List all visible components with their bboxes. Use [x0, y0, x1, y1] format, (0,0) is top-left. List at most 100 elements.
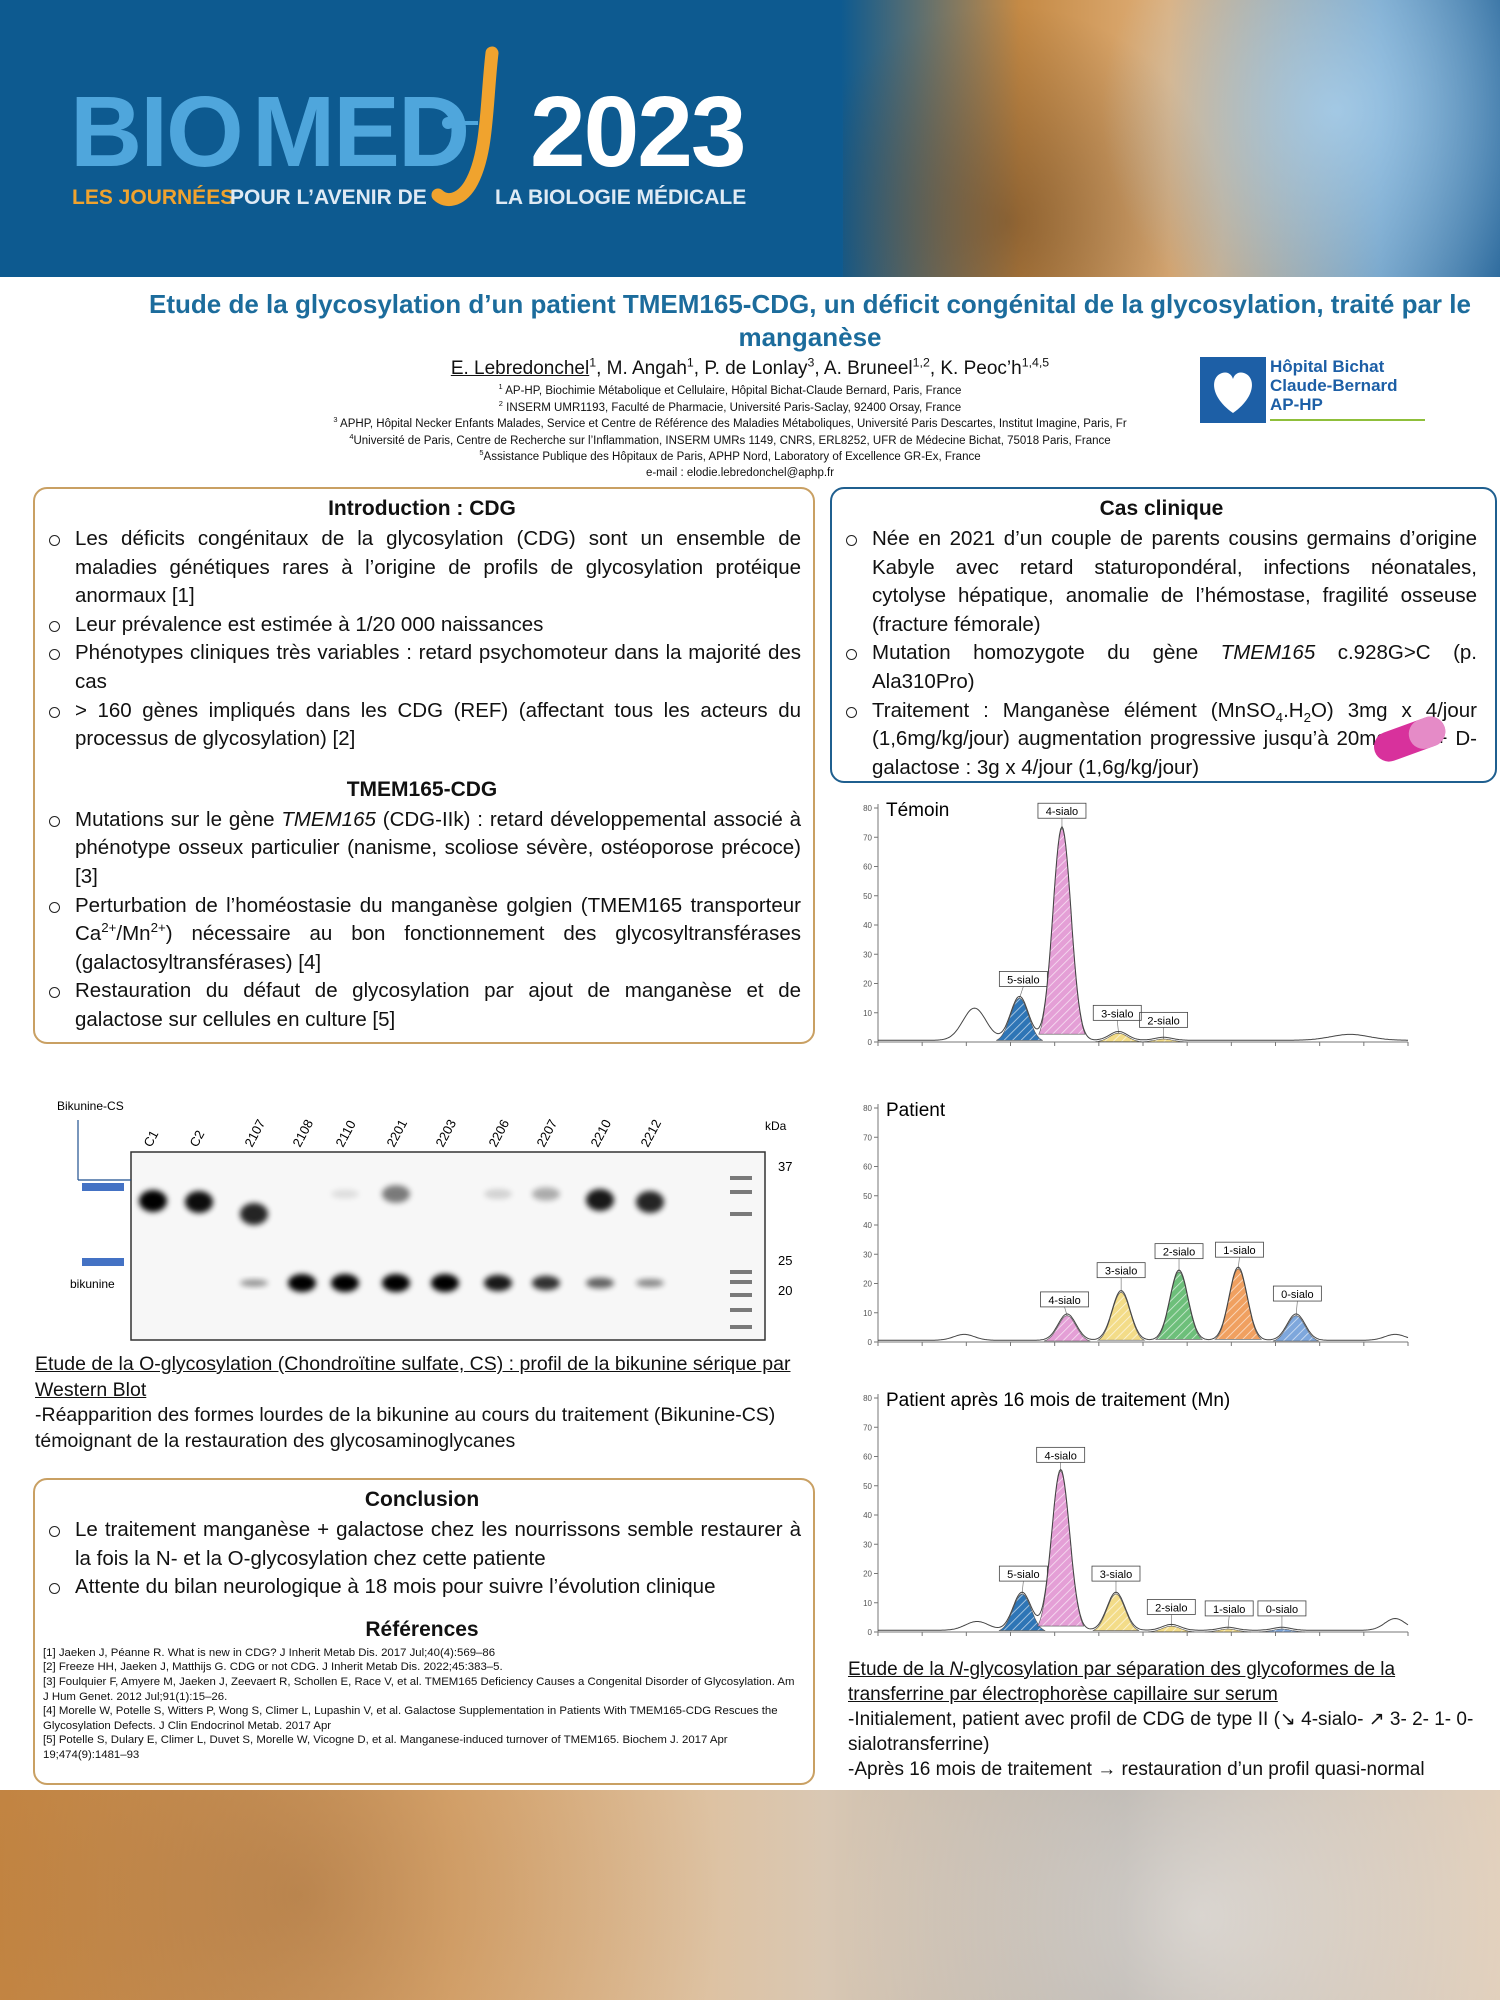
y-tick-label: 40 — [863, 921, 872, 930]
text-run: -glycosylation par séparation des glycof… — [848, 1659, 1396, 1705]
footer-overlay — [0, 1790, 1500, 2000]
y-tick-label: 80 — [863, 1104, 872, 1113]
bullet-item: Le traitement manganèse + galactose chez… — [43, 1516, 801, 1573]
y-tick-label: 20 — [863, 1280, 872, 1289]
peak-label: 4-sialo — [1044, 1450, 1076, 1462]
peak-label: 2-sialo — [1147, 1015, 1179, 1027]
bullet-item: Leur prévalence est estimée à 1/20 000 n… — [43, 611, 801, 640]
bullet — [846, 649, 857, 661]
peak-pointer — [1295, 1301, 1298, 1316]
lane-label: C2 — [186, 1128, 207, 1150]
bullet-item: > 160 gènes impliqués dans les CDG (REF)… — [43, 697, 801, 754]
band — [484, 1274, 512, 1292]
y-tick-label: 10 — [863, 1599, 872, 1608]
text-run: Les déficits congénitaux de la glycosyla… — [75, 527, 801, 608]
text-run: 1 — [686, 355, 694, 370]
electro-caption-title: Etude de la N-glycosylation par séparati… — [848, 1657, 1480, 1707]
peak-label: 3-sialo — [1101, 1008, 1133, 1020]
section-heading: Conclusion — [364, 1488, 480, 1511]
reference: [1] Jaeken J, Péanne R. What is new in C… — [43, 1646, 496, 1659]
y-tick-label: 10 — [863, 1309, 872, 1318]
peak-label-box — [1154, 1243, 1204, 1260]
text-run: Perturbation de l’homéostasie du manganè… — [75, 893, 801, 946]
affiliation: 2 INSERM UMR1193, Faculté de Pharmacie, … — [270, 398, 1190, 417]
y-tick-label: 60 — [863, 863, 872, 872]
icon-heart — [1214, 372, 1252, 413]
logo-swoosh — [431, 46, 499, 207]
text-run: 2 — [1303, 709, 1311, 725]
peak-area — [1155, 1271, 1204, 1340]
text-run: .H — [1283, 698, 1304, 722]
text-run: 5 — [479, 448, 484, 458]
text-run: c.928G>C (p. Ala310Pro) — [872, 641, 1478, 693]
affiliation: 1 AP-HP, Biochimie Métabolique et Cellul… — [270, 383, 1190, 400]
band — [240, 1203, 268, 1225]
peak-area — [1037, 1470, 1085, 1627]
bullet-item: Attente du bilan neurologique à 18 mois … — [43, 1573, 801, 1602]
bullet — [49, 1526, 60, 1537]
text-run: /Mn — [116, 922, 151, 946]
ladder-band — [730, 1176, 752, 1180]
y-tick-label: 40 — [863, 1221, 872, 1230]
tagline: LA BIOLOGIE MÉDICALE — [495, 186, 747, 209]
band — [586, 1277, 614, 1289]
peak-area — [1092, 1593, 1140, 1631]
bullet-item: Née en 2021 d’un couple de parents cousi… — [840, 525, 1477, 639]
ladder-band — [730, 1325, 752, 1329]
reference: [2] Freeze HH, Jaeken J, Matthijs G. CDG… — [43, 1661, 503, 1674]
text-run: N — [949, 1659, 964, 1680]
header-photo — [843, 0, 1500, 277]
text-run: 2+ — [150, 920, 166, 936]
text-run: 4 — [1275, 709, 1284, 725]
bullet-item: Restauration du défaut de glycosylation … — [43, 977, 801, 1034]
y-tick-label: 30 — [863, 1540, 872, 1549]
text-run: Traitement : Manganèse élément (MnSO — [872, 698, 1276, 722]
blot-caption: Etude de la O-glycosylation (Chondroïtin… — [35, 1352, 810, 1454]
band-label: bikunine — [70, 1277, 115, 1291]
trace — [878, 825, 1408, 1041]
tagline: LES JOURNÉES — [72, 186, 235, 209]
logo-bio: BIO — [70, 76, 244, 188]
bullet — [49, 649, 60, 661]
text-run: 2 — [498, 398, 503, 408]
y-tick-label: 50 — [863, 1192, 872, 1201]
references: [1] Jaeken J, Péanne R. What is new in C… — [43, 1646, 801, 1763]
text-run: 4 — [349, 431, 354, 441]
peak-area — [1096, 1291, 1146, 1341]
lane-label: 2108 — [289, 1117, 316, 1150]
marker-bar — [82, 1258, 124, 1266]
text-run: Leur prévalence est estimée à 1/20 000 n… — [75, 612, 544, 636]
electropherogram: 0 10 20 30 40 50 60 70 80 4-sialo 3-sialo 2-sialo 1-… — [863, 1100, 1409, 1347]
lane-label: C1 — [140, 1128, 161, 1150]
hospital-icon — [1200, 357, 1266, 423]
band — [240, 1279, 268, 1287]
text-run: Mutation homozygote du gène — [872, 641, 1221, 665]
band — [331, 1274, 359, 1292]
peak-label: 1-sialo — [1223, 1245, 1255, 1257]
y-tick-label: 40 — [863, 1511, 872, 1520]
conclusion-box: Conclusion Le traitement manganèse + gal… — [33, 1478, 815, 1785]
intro-list: Les déficits congénitaux de la glycosyla… — [43, 525, 801, 754]
bullet-item: Les déficits congénitaux de la glycosyla… — [43, 525, 801, 611]
text-run: Université de Paris, Centre de Recherche… — [353, 434, 1111, 447]
band — [636, 1191, 664, 1213]
affiliation: 4Université de Paris, Centre de Recherch… — [270, 431, 1190, 450]
kda-label: 20 — [778, 1283, 792, 1298]
capsule-half — [1408, 716, 1446, 749]
affiliation: 3 APHP, Hôpital Necker Enfants Malades, … — [270, 416, 1190, 433]
kda-label: 37 — [778, 1159, 792, 1174]
bullet — [49, 815, 60, 827]
lane-label: 2210 — [587, 1117, 614, 1150]
peak-label-box — [1092, 1004, 1142, 1021]
peak-label: 5-sialo — [1007, 1569, 1039, 1581]
y-tick-label: 60 — [863, 1453, 872, 1462]
text-run: O) 3mg x 4/jour (1,6mg/kg/jour) augmenta… — [872, 698, 1477, 779]
section-heading: Introduction : CDG — [328, 497, 516, 520]
intro-box: Introduction : CDG Les déficits congénit… — [33, 487, 815, 1044]
case-list: Née en 2021 d’un couple de parents cousi… — [840, 525, 1483, 782]
peak-label: 2-sialo — [1163, 1247, 1195, 1259]
blot-caption-title: Etude de la O-glycosylation (Chondroïtin… — [35, 1353, 791, 1401]
band — [139, 1190, 167, 1212]
y-tick-label: 0 — [868, 1038, 873, 1047]
text-run: 1,4,5 — [1021, 355, 1050, 370]
